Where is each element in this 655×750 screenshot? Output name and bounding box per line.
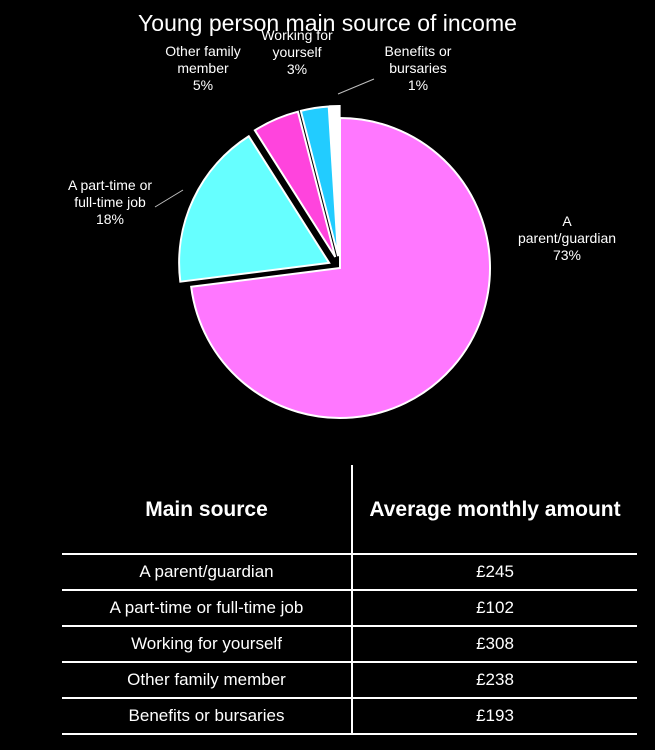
row-source-cell: A part-time or full-time job [62, 590, 353, 627]
slice-name-label: Benefits or [385, 43, 452, 59]
slice-name-label: Working for [261, 27, 333, 43]
row-source-cell: Working for yourself [62, 626, 353, 663]
table-row: A part-time or full-time job £102 [62, 590, 637, 627]
slice-percent-label: 5% [193, 77, 213, 93]
leader-line-a-part-time-or-full-time-job [154, 189, 184, 208]
pie-slice-working-for-yourself [299, 105, 340, 257]
row-source-cell: A parent/guardian [62, 554, 353, 591]
slice-name-label: A [562, 213, 572, 229]
table-header-row: Main source Average monthly amount [62, 465, 637, 555]
slice-percent-label: 1% [408, 77, 428, 93]
row-amount-cell: £245 [352, 554, 637, 591]
table-row: A parent/guardian £245 [62, 554, 637, 591]
leader-line-benefits-or-bursaries [337, 78, 375, 95]
row-amount-cell: £238 [352, 662, 637, 699]
slice-percent-label: 3% [287, 61, 307, 77]
slice-label-working-for-yourself: Working for yourself 3% [261, 27, 333, 77]
slice-label-a-part-time-or-full-time-job: A part-time or full-time job 18% [68, 177, 152, 227]
slice-name-label: A part-time or [68, 177, 152, 193]
table-row: Working for yourself £308 [62, 626, 637, 663]
row-amount-cell: £308 [352, 626, 637, 663]
row-source-cell: Other family member [62, 662, 353, 699]
income-table-container: Main source Average monthly amount A par… [62, 465, 637, 735]
slice-percent-label: 18% [96, 211, 124, 227]
slice-name-label: yourself [272, 44, 321, 60]
slice-name-label: member [177, 60, 229, 76]
header-average-amount: Average monthly amount [352, 465, 637, 555]
slice-name-label: Other family [165, 43, 240, 59]
table-row: Other family member £238 [62, 662, 637, 699]
pie-slice-benefits-or-bursaries [329, 105, 341, 257]
slice-name-label: bursaries [389, 60, 447, 76]
table-row: Benefits or bursaries £193 [62, 698, 637, 735]
row-source-cell: Benefits or bursaries [62, 698, 353, 735]
chart-title: Young person main source of income [138, 10, 517, 36]
pie-slice-other-family-member [253, 110, 337, 258]
row-amount-cell: £193 [352, 698, 637, 735]
row-amount-cell: £102 [352, 590, 637, 627]
slice-name-label: parent/guardian [518, 230, 616, 246]
pie-slice-a-parent-guardian [190, 116, 491, 419]
slice-label-benefits-or-bursaries: Benefits or bursaries 1% [385, 43, 452, 93]
slice-label-other-family-member: Other family member 5% [165, 43, 240, 93]
income-table: Main source Average monthly amount A par… [62, 465, 637, 735]
slice-percent-label: 73% [553, 247, 581, 263]
pie-slice-a-part-time-or-full-time-job [178, 134, 331, 283]
header-main-source: Main source [62, 465, 353, 555]
slice-name-label: full-time job [74, 194, 146, 210]
